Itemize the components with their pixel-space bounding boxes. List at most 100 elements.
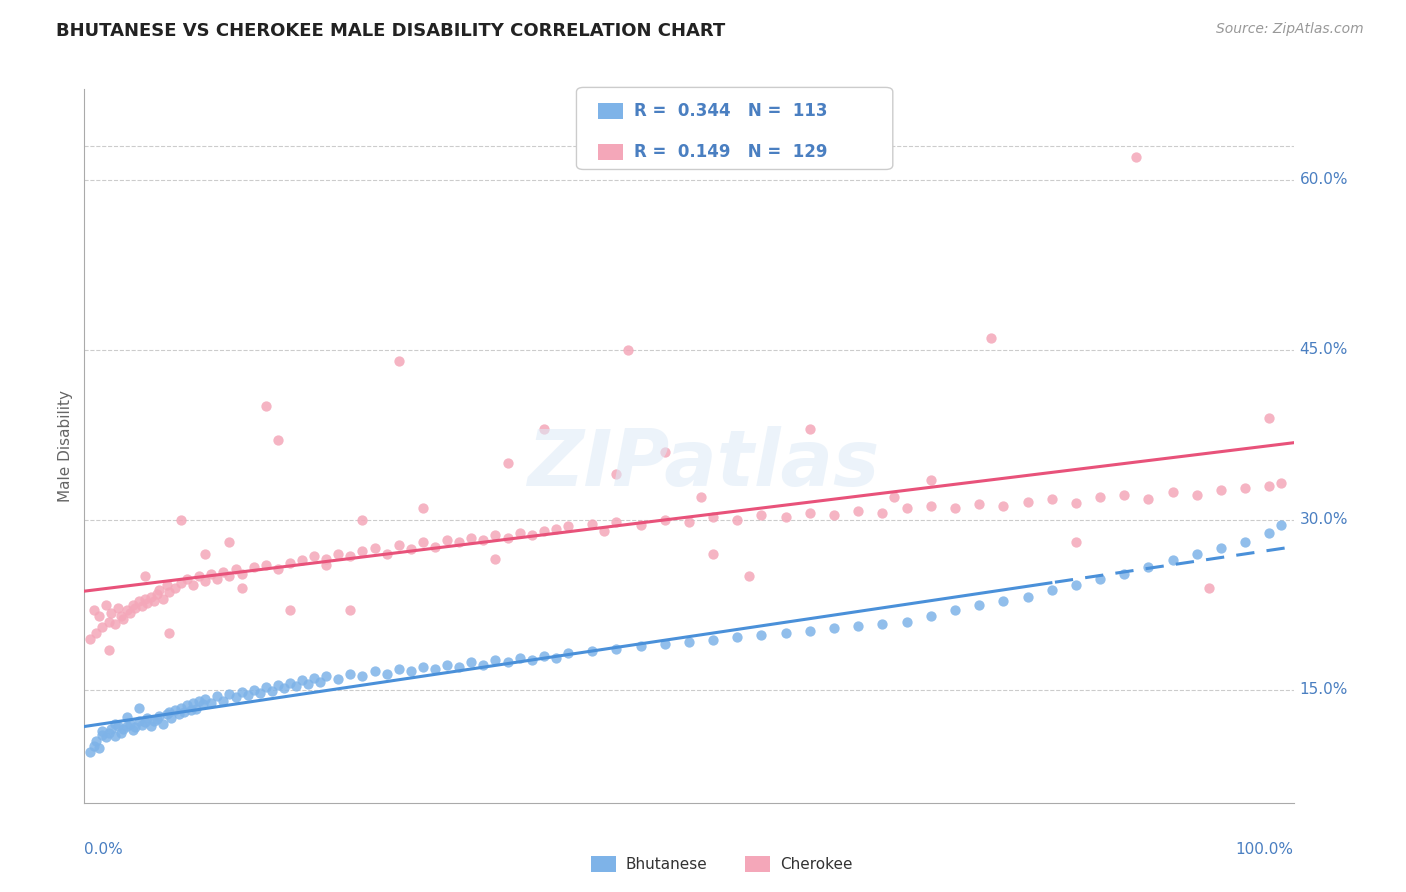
Point (775, 626, 797, 640)
Point (630, 640, 652, 654)
Point (231, 566, 253, 581)
Point (278, 603, 301, 617)
Point (121, 723, 143, 738)
Point (170, 513, 193, 527)
Point (1125, 150, 1147, 164)
Point (557, 519, 579, 533)
Point (1161, 553, 1184, 567)
Point (104, 716, 127, 731)
Point (375, 666, 398, 681)
Point (148, 708, 170, 723)
Text: Source: ZipAtlas.com: Source: ZipAtlas.com (1216, 22, 1364, 37)
Point (605, 515, 627, 529)
Point (605, 641, 627, 656)
Point (799, 624, 821, 638)
Point (1270, 518, 1292, 533)
Point (218, 535, 240, 549)
Point (176, 698, 198, 713)
Point (104, 729, 127, 743)
Point (242, 560, 264, 574)
Point (617, 343, 640, 357)
Point (107, 719, 129, 733)
Point (449, 535, 471, 549)
Point (738, 569, 761, 583)
Point (1040, 582, 1063, 597)
Point (412, 501, 434, 516)
Point (231, 685, 253, 699)
Point (593, 524, 616, 538)
Text: 45.0%: 45.0% (1299, 343, 1348, 357)
Point (124, 720, 146, 734)
Point (180, 703, 202, 717)
Point (751, 628, 773, 642)
Point (460, 656, 482, 670)
Point (267, 562, 290, 576)
Point (533, 524, 555, 538)
Point (176, 572, 198, 586)
Point (315, 558, 337, 572)
Point (520, 528, 543, 542)
Point (110, 608, 132, 623)
Text: 60.0%: 60.0% (1299, 172, 1348, 187)
Point (236, 688, 259, 702)
Point (328, 673, 350, 687)
Point (630, 518, 652, 533)
Point (225, 562, 247, 576)
Point (654, 513, 676, 527)
Point (1270, 476, 1292, 491)
Text: 100.0%: 100.0% (1236, 842, 1294, 857)
Point (94, 730, 117, 744)
Point (254, 400, 277, 414)
Point (291, 673, 314, 688)
Point (225, 690, 247, 705)
Point (104, 616, 127, 631)
Point (143, 714, 166, 729)
Point (533, 648, 555, 663)
Point (423, 662, 446, 676)
Point (302, 671, 325, 685)
Point (191, 698, 214, 712)
Point (112, 612, 135, 626)
Point (328, 547, 350, 561)
Point (83, 739, 105, 754)
Point (520, 653, 543, 667)
Point (581, 517, 603, 532)
Point (148, 582, 170, 597)
Point (1064, 578, 1087, 592)
Point (1258, 478, 1281, 492)
Point (1017, 494, 1039, 508)
Point (278, 556, 301, 570)
Point (254, 680, 277, 694)
Point (91, 728, 114, 742)
Point (139, 719, 162, 733)
Point (399, 665, 422, 679)
Text: BHUTANESE VS CHEROKEE MALE DISABILITY CORRELATION CHART: BHUTANESE VS CHEROKEE MALE DISABILITY CO… (56, 22, 725, 40)
Point (943, 501, 966, 516)
Point (496, 456, 519, 470)
Point (120, 606, 142, 620)
Point (399, 542, 422, 557)
Point (967, 598, 990, 612)
Point (846, 503, 869, 517)
Text: 30.0%: 30.0% (1299, 512, 1348, 527)
Point (278, 675, 301, 690)
Point (1040, 492, 1063, 507)
Point (678, 635, 700, 649)
Text: Cherokee: Cherokee (780, 857, 853, 871)
Point (920, 608, 942, 623)
Point (143, 594, 166, 608)
Point (79, 632, 101, 646)
Point (352, 544, 374, 558)
Point (194, 547, 217, 561)
Point (131, 599, 153, 613)
Point (846, 619, 869, 633)
Point (83, 603, 105, 617)
Point (654, 637, 676, 651)
Point (872, 506, 894, 520)
Point (165, 581, 187, 595)
Point (678, 515, 700, 529)
Point (339, 666, 361, 681)
Point (302, 549, 325, 563)
Point (1064, 535, 1087, 549)
Point (79, 745, 101, 759)
